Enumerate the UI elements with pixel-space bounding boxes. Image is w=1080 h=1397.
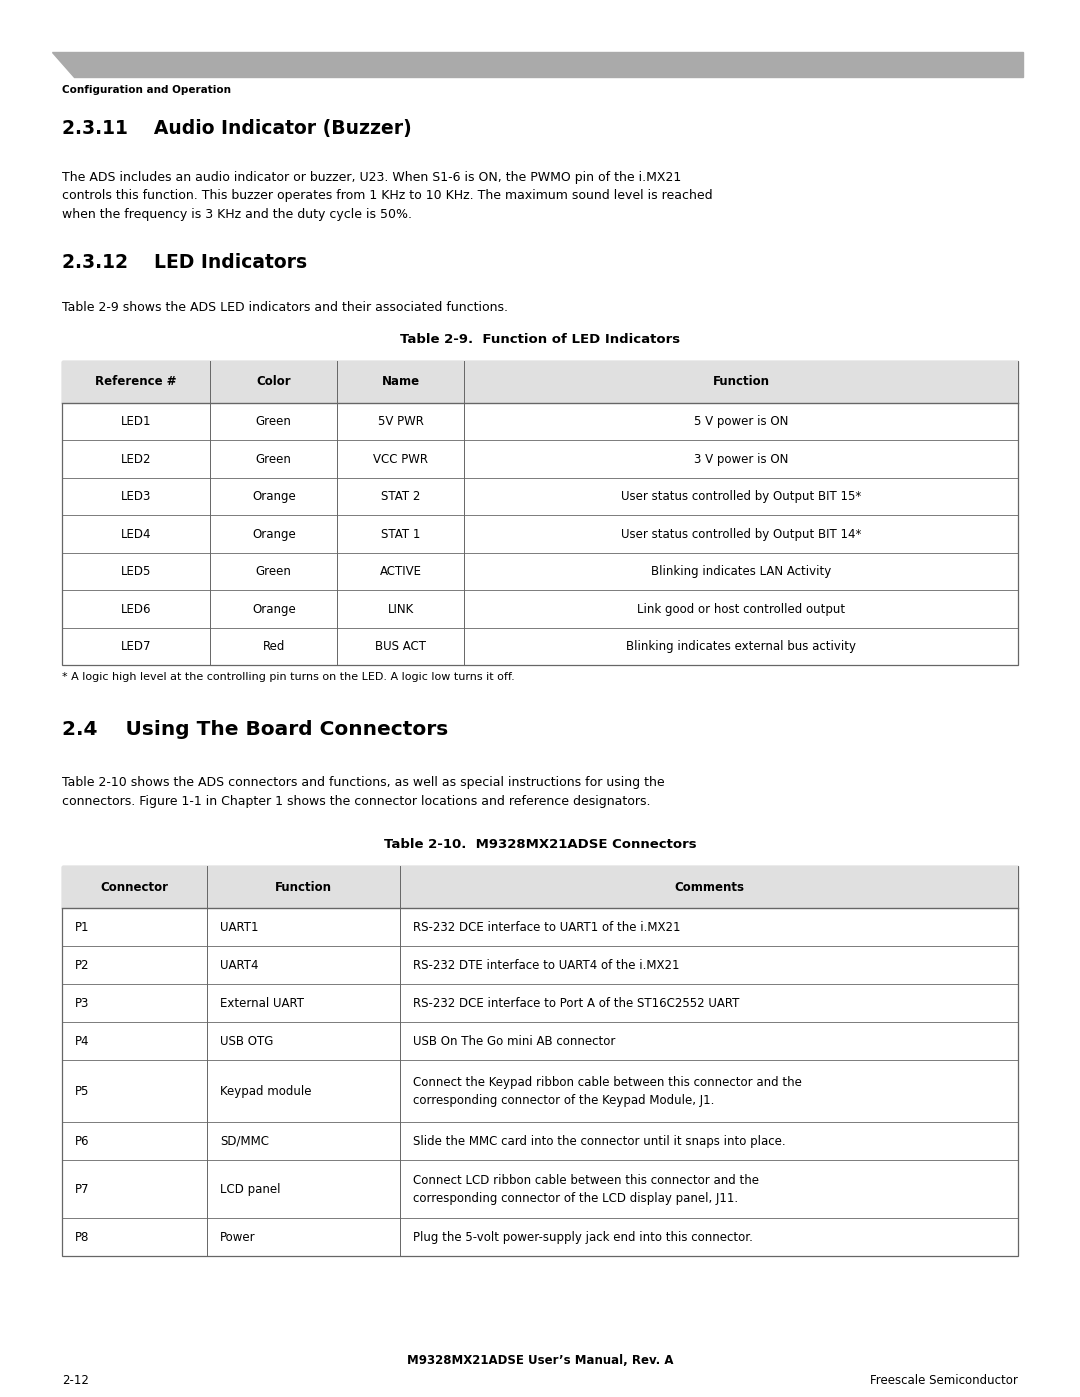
Text: Configuration and Operation: Configuration and Operation bbox=[62, 85, 231, 95]
Text: Slide the MMC card into the connector until it snaps into place.: Slide the MMC card into the connector un… bbox=[414, 1134, 786, 1148]
Bar bbox=[62, 866, 1018, 1256]
Text: P8: P8 bbox=[75, 1231, 90, 1243]
Text: Connect the Keypad ribbon cable between this connector and the
corresponding con: Connect the Keypad ribbon cable between … bbox=[414, 1076, 802, 1106]
Text: Function: Function bbox=[275, 882, 333, 894]
Text: Keypad module: Keypad module bbox=[220, 1085, 312, 1098]
Text: LED4: LED4 bbox=[121, 528, 151, 541]
Text: RS-232 DTE interface to UART4 of the i.MX21: RS-232 DTE interface to UART4 of the i.M… bbox=[414, 958, 680, 972]
Text: Red: Red bbox=[262, 640, 285, 652]
Text: The ADS includes an audio indicator or buzzer, U23. When S1-6 is ON, the PWMO pi: The ADS includes an audio indicator or b… bbox=[62, 170, 713, 221]
Text: LED5: LED5 bbox=[121, 564, 151, 578]
Bar bbox=[62, 360, 1018, 665]
Text: Connect LCD ribbon cable between this connector and the
corresponding connector : Connect LCD ribbon cable between this co… bbox=[414, 1173, 759, 1204]
Text: P1: P1 bbox=[75, 921, 90, 933]
Text: 5V PWR: 5V PWR bbox=[378, 415, 423, 427]
Text: UART4: UART4 bbox=[220, 958, 259, 972]
Text: Function: Function bbox=[713, 376, 770, 388]
Text: STAT 1: STAT 1 bbox=[381, 528, 420, 541]
Text: Table 2-10.  M9328MX21ADSE Connectors: Table 2-10. M9328MX21ADSE Connectors bbox=[383, 838, 697, 851]
Text: Power: Power bbox=[220, 1231, 256, 1243]
Text: P5: P5 bbox=[75, 1085, 90, 1098]
Text: 3 V power is ON: 3 V power is ON bbox=[694, 453, 788, 465]
Text: P6: P6 bbox=[75, 1134, 90, 1148]
Text: 2.3.11    Audio Indicator (Buzzer): 2.3.11 Audio Indicator (Buzzer) bbox=[62, 119, 411, 138]
Text: ACTIVE: ACTIVE bbox=[380, 564, 422, 578]
Text: LED2: LED2 bbox=[121, 453, 151, 465]
Text: Comments: Comments bbox=[674, 882, 744, 894]
Text: P2: P2 bbox=[75, 958, 90, 972]
Text: LCD panel: LCD panel bbox=[220, 1183, 281, 1196]
Text: P4: P4 bbox=[75, 1035, 90, 1048]
Text: Blinking indicates external bus activity: Blinking indicates external bus activity bbox=[626, 640, 856, 652]
Text: RS-232 DCE interface to Port A of the ST16C2552 UART: RS-232 DCE interface to Port A of the ST… bbox=[414, 997, 740, 1010]
Text: RS-232 DCE interface to UART1 of the i.MX21: RS-232 DCE interface to UART1 of the i.M… bbox=[414, 921, 680, 933]
Text: P7: P7 bbox=[75, 1183, 90, 1196]
Text: LED3: LED3 bbox=[121, 490, 151, 503]
Text: Name: Name bbox=[382, 376, 420, 388]
Text: Orange: Orange bbox=[252, 490, 296, 503]
Text: Table 2-9.  Function of LED Indicators: Table 2-9. Function of LED Indicators bbox=[400, 332, 680, 346]
Text: Plug the 5-volt power-supply jack end into this connector.: Plug the 5-volt power-supply jack end in… bbox=[414, 1231, 753, 1243]
Text: LED7: LED7 bbox=[121, 640, 151, 652]
Text: Green: Green bbox=[256, 415, 292, 427]
Text: LINK: LINK bbox=[388, 602, 414, 616]
Text: * A logic high level at the controlling pin turns on the LED. A logic low turns : * A logic high level at the controlling … bbox=[62, 672, 515, 682]
Text: USB OTG: USB OTG bbox=[220, 1035, 273, 1048]
Polygon shape bbox=[52, 52, 1023, 77]
Text: UART1: UART1 bbox=[220, 921, 259, 933]
Text: 2-12: 2-12 bbox=[62, 1375, 89, 1387]
Text: User status controlled by Output BIT 15*: User status controlled by Output BIT 15* bbox=[621, 490, 862, 503]
Text: Connector: Connector bbox=[100, 882, 168, 894]
Text: 2.3.12    LED Indicators: 2.3.12 LED Indicators bbox=[62, 253, 307, 272]
Text: Green: Green bbox=[256, 564, 292, 578]
Text: Green: Green bbox=[256, 453, 292, 465]
Bar bbox=[62, 360, 1018, 402]
Text: Table 2-9 shows the ADS LED indicators and their associated functions.: Table 2-9 shows the ADS LED indicators a… bbox=[62, 300, 508, 314]
Text: P3: P3 bbox=[75, 997, 90, 1010]
Text: User status controlled by Output BIT 14*: User status controlled by Output BIT 14* bbox=[621, 528, 862, 541]
Text: External UART: External UART bbox=[220, 997, 305, 1010]
Text: Blinking indicates LAN Activity: Blinking indicates LAN Activity bbox=[651, 564, 832, 578]
Bar bbox=[62, 866, 1018, 908]
Text: Link good or host controlled output: Link good or host controlled output bbox=[637, 602, 846, 616]
Text: Freescale Semiconductor: Freescale Semiconductor bbox=[870, 1375, 1018, 1387]
Text: SD/MMC: SD/MMC bbox=[220, 1134, 269, 1148]
Text: Reference #: Reference # bbox=[95, 376, 177, 388]
Text: 2.4    Using The Board Connectors: 2.4 Using The Board Connectors bbox=[62, 721, 448, 739]
Text: BUS ACT: BUS ACT bbox=[376, 640, 427, 652]
Text: M9328MX21ADSE User’s Manual, Rev. A: M9328MX21ADSE User’s Manual, Rev. A bbox=[407, 1354, 673, 1368]
Text: VCC PWR: VCC PWR bbox=[374, 453, 429, 465]
Text: Color: Color bbox=[256, 376, 292, 388]
Text: 5 V power is ON: 5 V power is ON bbox=[694, 415, 788, 427]
Text: LED1: LED1 bbox=[121, 415, 151, 427]
Text: USB On The Go mini AB connector: USB On The Go mini AB connector bbox=[414, 1035, 616, 1048]
Text: LED6: LED6 bbox=[121, 602, 151, 616]
Text: Orange: Orange bbox=[252, 602, 296, 616]
Text: Table 2-10 shows the ADS connectors and functions, as well as special instructio: Table 2-10 shows the ADS connectors and … bbox=[62, 777, 664, 807]
Text: STAT 2: STAT 2 bbox=[381, 490, 420, 503]
Text: Orange: Orange bbox=[252, 528, 296, 541]
